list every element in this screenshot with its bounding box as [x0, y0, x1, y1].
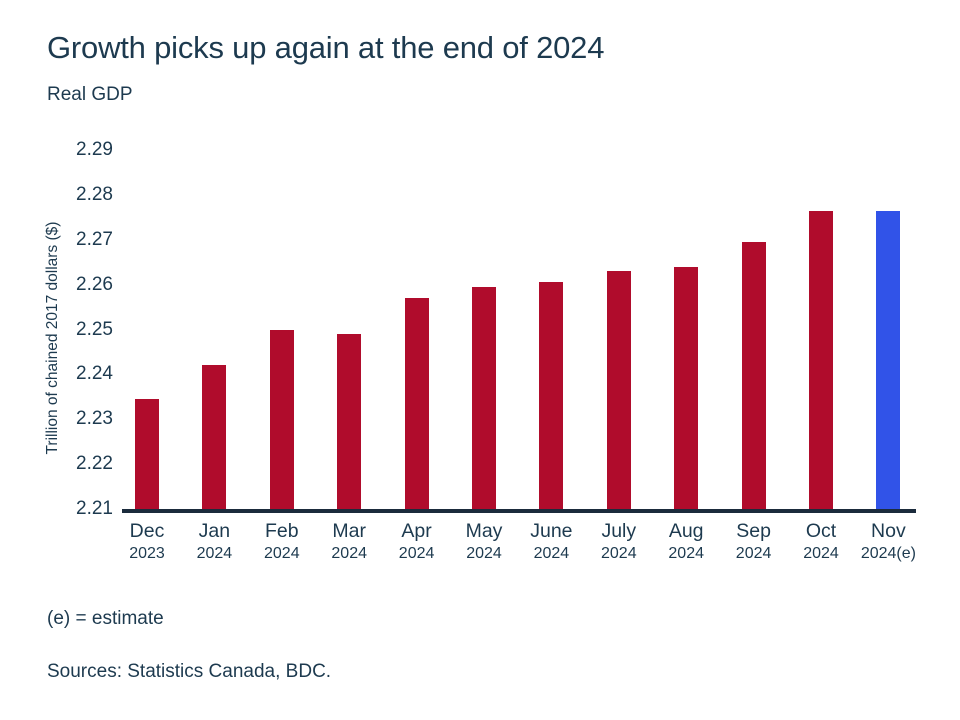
x-tick-year: 2024 [264, 545, 300, 562]
x-tick-label: Nov 2024(e) [840, 519, 936, 564]
y-tick-label: 2.22 [76, 453, 113, 475]
y-tick-label: 2.24 [76, 363, 113, 385]
x-tick-month: Aug [668, 520, 704, 542]
y-tick-label: 2.21 [76, 498, 113, 519]
x-tick-year: 2024 [331, 545, 367, 562]
x-tick-year: 2024 [601, 545, 637, 562]
x-tick-month: Jan [198, 520, 231, 542]
y-tick-label: 2.25 [76, 318, 113, 340]
chart-title: Growth picks up again at the end of 2024 [47, 30, 605, 65]
x-tick-labels: Dec 2023 Jan 2024 Feb 2024 Mar 2024 Apr 2024 May 20… [122, 519, 942, 579]
x-tick-label: Apr 2024 [369, 519, 465, 564]
y-tick-label: 2.29 [76, 139, 113, 160]
x-tick-month: Apr [401, 520, 432, 542]
x-tick-year: 2024 [533, 545, 570, 562]
bar-feb [269, 329, 294, 509]
x-tick-year: 2023 [129, 545, 165, 562]
x-tick-month: Sep [736, 520, 771, 542]
y-tick-labels: 2.21 2.22 2.23 2.24 2.25 2.26 2.27 2.28 2.29 [0, 139, 113, 519]
bar-aug [674, 266, 699, 509]
x-tick-label: Sep 2024 [706, 519, 802, 564]
x-tick-label: June 2024 [503, 519, 599, 564]
bar-july [606, 271, 631, 509]
x-tick-month: May [465, 520, 503, 542]
x-tick-year: 2024 [196, 545, 233, 562]
x-tick-year: 2024 [735, 545, 772, 562]
bar-may [472, 286, 496, 509]
x-tick-label: Oct 2024 [773, 519, 869, 564]
bar-apr [404, 298, 429, 509]
y-tick-label: 2.27 [76, 228, 113, 250]
x-tick-month: Mar [332, 520, 366, 542]
sources-line: Sources: Statistics Canada, BDC. [47, 661, 332, 682]
y-tick-label: 2.28 [76, 183, 113, 205]
chart-subtitle: Real GDP [47, 84, 133, 105]
x-tick-label: Feb 2024 [234, 519, 330, 564]
x-tick-label: Jan 2024 [166, 519, 262, 564]
bar-mar [337, 334, 362, 509]
x-tick-label: Mar 2024 [301, 519, 397, 564]
x-tick-label: Dec 2023 [99, 519, 195, 564]
x-tick-year: 2024 [398, 545, 435, 562]
bar-oct [809, 210, 833, 509]
y-tick-label: 2.26 [76, 273, 113, 295]
x-axis-line [122, 509, 916, 513]
x-tick-label: Aug 2024 [638, 519, 734, 564]
x-tick-year: 2024 [466, 545, 502, 562]
bar-june [539, 282, 564, 509]
x-tick-label: July 2024 [571, 519, 667, 564]
bar-dec [135, 399, 159, 509]
x-tick-month: Feb [264, 520, 299, 542]
x-tick-year: 2024(e) [860, 545, 916, 562]
y-tick-label: 2.23 [76, 408, 113, 430]
bar-sep [741, 242, 766, 509]
plot-area [122, 150, 916, 513]
estimate-footnote: (e) = estimate [47, 608, 164, 629]
bar-jan [202, 365, 227, 509]
bar-nov [876, 210, 901, 509]
x-tick-label: May 2024 [436, 519, 532, 564]
x-tick-month: Nov [871, 520, 906, 542]
x-tick-year: 2024 [668, 545, 704, 562]
x-tick-month: Dec [129, 520, 165, 542]
x-tick-month: Oct [805, 520, 837, 542]
x-tick-month: June [530, 520, 573, 542]
x-tick-year: 2024 [803, 545, 839, 562]
x-tick-month: July [601, 520, 637, 542]
